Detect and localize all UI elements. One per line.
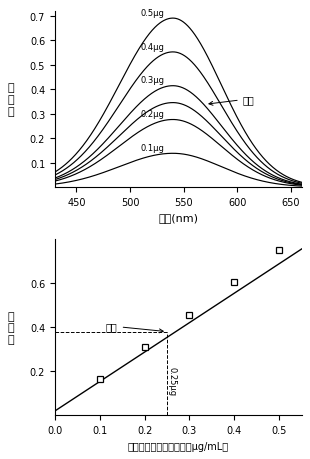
Y-axis label: 吸
光
度: 吸 光 度	[7, 83, 14, 116]
Text: 0.25μg: 0.25μg	[168, 366, 177, 395]
X-axis label: 波長(nm): 波長(nm)	[158, 213, 198, 223]
Text: 試料: 試料	[209, 95, 255, 106]
Text: 0.1μg: 0.1μg	[140, 144, 164, 153]
X-axis label: 亜硝酸ナトリウム濃度（μg/mL）: 亜硝酸ナトリウム濃度（μg/mL）	[128, 441, 229, 451]
Text: 0.2μg: 0.2μg	[140, 110, 164, 119]
Text: 0.3μg: 0.3μg	[140, 76, 164, 85]
Text: 試料: 試料	[106, 321, 163, 333]
Y-axis label: 吸
光
度: 吸 光 度	[7, 311, 14, 344]
Text: 0.4μg: 0.4μg	[140, 43, 164, 51]
Text: 0.5μg: 0.5μg	[140, 9, 164, 18]
